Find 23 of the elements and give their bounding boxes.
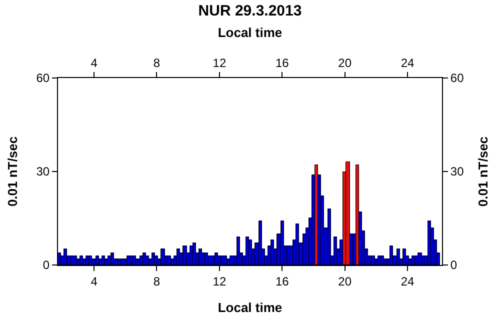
- x-tick-label: 24: [400, 56, 415, 70]
- x-tick-label: 12: [212, 56, 226, 70]
- x-axis-title: Local time: [218, 300, 282, 315]
- x2-tick-label: 16: [275, 274, 290, 288]
- x-tick-label: 4: [90, 56, 98, 70]
- x2-tick-label: 12: [212, 274, 226, 288]
- chart-title: NUR 29.3.2013: [198, 2, 302, 20]
- x2-tick-label: 8: [153, 274, 160, 288]
- x2-tick-label: 24: [400, 274, 415, 288]
- x-tick-label: 20: [338, 56, 352, 70]
- y2-tick-label: 60: [450, 71, 464, 86]
- x2-tick-label: 20: [338, 274, 352, 288]
- y-tick-label: 0: [42, 258, 50, 272]
- x2-axis-title: Local time: [218, 25, 282, 40]
- y2-tick-label: 0: [450, 258, 458, 272]
- y2-axis-title: 0.01 nT/sec: [476, 136, 491, 207]
- y-tick-label: 60: [36, 71, 50, 86]
- y-axis-title: 0.01 nT/sec: [5, 136, 20, 207]
- y2-tick-label: 30: [450, 164, 464, 179]
- x-tick-label: 8: [153, 56, 160, 70]
- x2-tick-label: 4: [90, 274, 98, 288]
- x-tick-label: 16: [275, 56, 290, 70]
- y-tick-label: 30: [36, 164, 50, 179]
